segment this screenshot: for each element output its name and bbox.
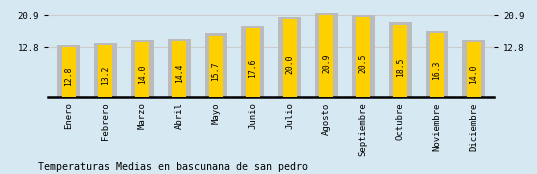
Bar (94, 43, 117, 97)
Bar (393, 25, 407, 97)
Bar (172, 41, 186, 97)
Bar (205, 33, 227, 97)
Bar (278, 17, 301, 97)
Bar (62, 47, 76, 97)
Text: 12.8: 12.8 (64, 66, 73, 86)
Text: Temperaturas Medias en bascunana de san pedro: Temperaturas Medias en bascunana de san … (38, 162, 308, 172)
Bar (241, 26, 264, 97)
Bar (98, 45, 112, 97)
Bar (320, 15, 333, 97)
Bar (352, 15, 375, 97)
Text: 20.9: 20.9 (322, 53, 331, 73)
Text: 17.6: 17.6 (248, 59, 257, 78)
Text: 18.5: 18.5 (396, 57, 404, 77)
Bar (430, 33, 444, 97)
Bar (131, 40, 154, 97)
Bar (467, 42, 481, 97)
Text: 20.0: 20.0 (285, 55, 294, 74)
Bar (57, 45, 80, 97)
Text: 13.2: 13.2 (101, 66, 110, 85)
Bar (462, 40, 485, 97)
Text: 14.0: 14.0 (138, 65, 147, 84)
Bar (425, 31, 448, 97)
Text: 14.0: 14.0 (469, 65, 478, 84)
Bar (389, 22, 411, 97)
Text: 16.3: 16.3 (432, 61, 441, 80)
Text: 20.5: 20.5 (359, 54, 368, 73)
Text: 15.7: 15.7 (212, 62, 220, 81)
Bar (168, 39, 191, 97)
Bar (282, 19, 296, 97)
Text: 14.4: 14.4 (175, 64, 184, 83)
Bar (209, 36, 223, 97)
Bar (315, 13, 338, 97)
Bar (246, 28, 260, 97)
Bar (135, 42, 149, 97)
Bar (356, 17, 371, 97)
